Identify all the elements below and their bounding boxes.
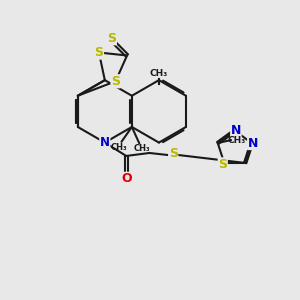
Text: CH₃: CH₃ [150, 69, 168, 78]
Text: N: N [248, 136, 258, 149]
Text: N: N [100, 136, 110, 149]
Text: S: S [111, 75, 120, 88]
Text: CH₃: CH₃ [227, 136, 246, 145]
Text: CH₃: CH₃ [110, 143, 127, 152]
Text: CH₃: CH₃ [134, 144, 151, 153]
Text: S: S [169, 147, 178, 161]
Text: S: S [107, 32, 116, 45]
Text: N: N [231, 124, 241, 137]
Text: S: S [218, 158, 227, 171]
Text: S: S [94, 46, 103, 59]
Text: O: O [121, 172, 131, 185]
